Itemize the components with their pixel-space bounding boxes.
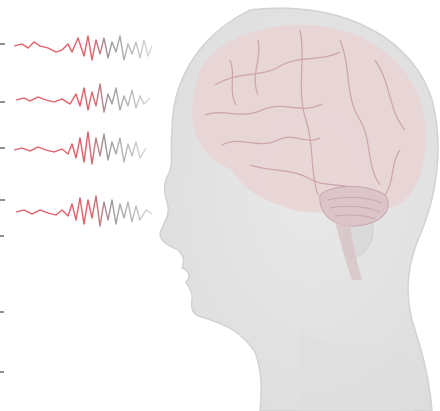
edge-marks: [0, 43, 5, 373]
eeg-wave-icon: [15, 195, 153, 227]
brain-icon: [191, 24, 426, 280]
eeg-waves: [13, 35, 153, 227]
eeg-wave-icon: [15, 83, 151, 113]
eeg-wave-icon: [13, 131, 147, 165]
eeg-wave-icon: [13, 35, 153, 61]
